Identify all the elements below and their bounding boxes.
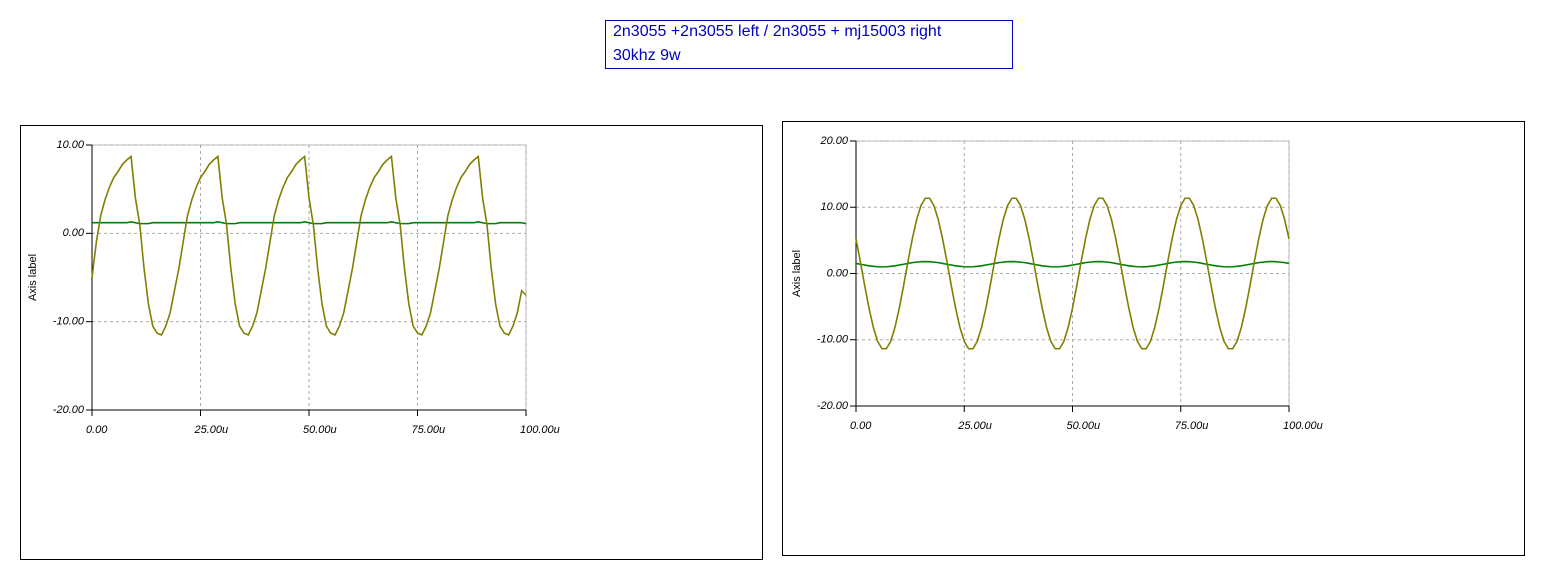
title-line: 2n3055 +2n3055 left / 2n3055 + mj15003 r…: [613, 23, 942, 40]
title-line: 30khz 9w: [613, 47, 681, 64]
x-tick-label: 50.00u: [303, 424, 337, 436]
panel-frame: [20, 125, 763, 560]
y-tick-label: -10.00: [53, 316, 85, 328]
y-axis-label: Axis label: [791, 250, 803, 297]
panel-frame: [782, 121, 1525, 556]
x-tick-label: 100.00u: [520, 424, 560, 436]
x-tick-label: 25.00u: [957, 420, 992, 432]
x-tick-label: 25.00u: [194, 424, 229, 436]
series-line: [91, 154, 527, 336]
y-tick-label: -10.00: [817, 334, 849, 346]
x-tick-label: 75.00u: [412, 424, 446, 436]
y-tick-label: 20.00: [819, 135, 848, 147]
y-tick-label: 10.00: [56, 139, 84, 151]
x-tick-label: 50.00u: [1067, 420, 1101, 432]
y-tick-label: -20.00: [817, 400, 849, 412]
title-box: [605, 20, 1013, 69]
y-tick-label: 10.00: [820, 201, 848, 213]
x-tick-label: 75.00u: [1175, 420, 1209, 432]
y-tick-label: -20.00: [53, 404, 85, 416]
y-tick-label: 0.00: [827, 267, 849, 279]
x-tick-label: 0.00: [86, 424, 108, 436]
series-line: [92, 221, 527, 225]
y-tick-label: 0.00: [63, 227, 85, 239]
x-tick-label: 0.00: [850, 420, 872, 432]
x-tick-label: 100.00u: [1283, 420, 1323, 432]
series-line: [855, 260, 1290, 268]
y-axis-label: Axis label: [27, 254, 39, 301]
series-line: [855, 197, 1290, 350]
